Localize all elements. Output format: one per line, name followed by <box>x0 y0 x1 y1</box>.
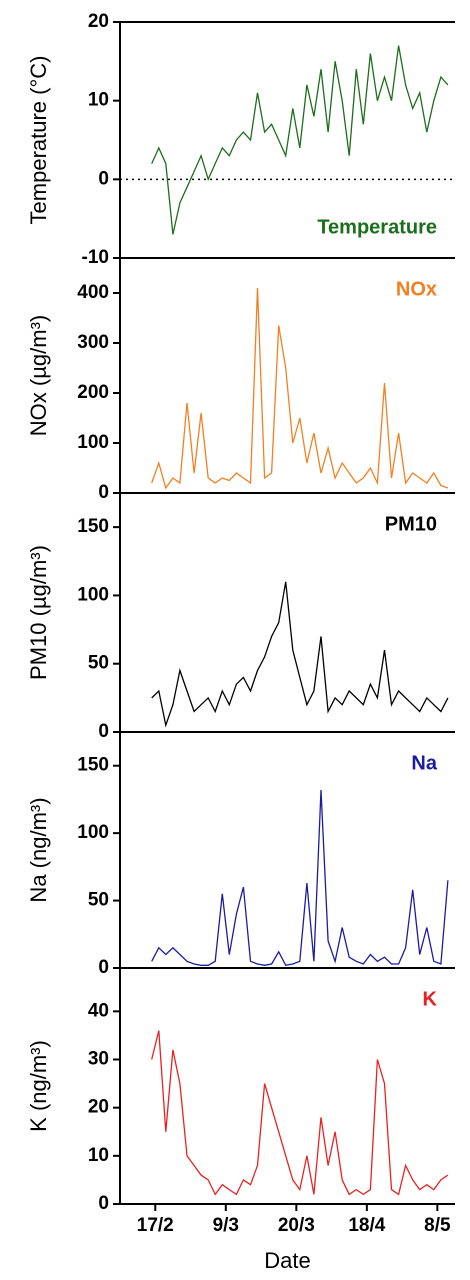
data-line <box>151 789 449 967</box>
y-tick-label: 100 <box>77 584 109 605</box>
y-tick-label: 10 <box>88 90 109 111</box>
data-line <box>151 581 449 728</box>
legend-label: PM10 <box>385 513 437 535</box>
y-tick-label: 30 <box>88 1049 109 1070</box>
x-tick-label: 8/5 <box>424 1215 451 1236</box>
data-line <box>151 1030 449 1196</box>
x-tick-label: 9/3 <box>213 1215 239 1236</box>
y-tick-label: 20 <box>88 11 109 32</box>
y-tick-label: 0 <box>98 482 109 503</box>
y-tick-label: 0 <box>98 721 109 742</box>
legend-label: Na <box>411 752 437 774</box>
y-tick-label: 50 <box>88 653 109 674</box>
y-tick-label: 100 <box>77 432 109 453</box>
y-axis-label: K (ng/m³) <box>26 1040 51 1132</box>
data-line <box>151 45 449 235</box>
y-tick-label: 100 <box>77 822 109 843</box>
y-axis-label: Temperature (°C) <box>26 56 51 225</box>
y-tick-label: -10 <box>82 247 109 268</box>
y-axis-label: Na (ng/m³) <box>26 797 51 902</box>
y-axis-label: PM10 (µg/m³) <box>26 545 51 680</box>
x-tick-label: 17/2 <box>137 1215 174 1236</box>
y-tick-label: 300 <box>77 332 109 353</box>
y-tick-label: 0 <box>98 168 109 189</box>
y-axis-label: NOx (µg/m³) <box>26 315 51 436</box>
y-tick-label: 150 <box>77 516 109 537</box>
legend-label: Temperature <box>317 216 437 238</box>
y-tick-label: 0 <box>98 957 109 978</box>
y-tick-label: 40 <box>88 1000 109 1021</box>
data-line <box>151 287 449 490</box>
x-tick-label: 18/4 <box>348 1215 385 1236</box>
legend-label: NOx <box>396 278 437 300</box>
y-tick-label: 0 <box>98 1193 109 1214</box>
x-axis-label: Date <box>264 1248 310 1273</box>
y-tick-label: 400 <box>77 282 109 303</box>
y-tick-label: 50 <box>88 890 109 911</box>
y-tick-label: 10 <box>88 1145 109 1166</box>
y-tick-label: 20 <box>88 1097 109 1118</box>
y-tick-label: 200 <box>77 382 109 403</box>
y-tick-label: 150 <box>77 755 109 776</box>
x-tick-label: 20/3 <box>278 1215 315 1236</box>
legend-label: K <box>423 988 438 1010</box>
